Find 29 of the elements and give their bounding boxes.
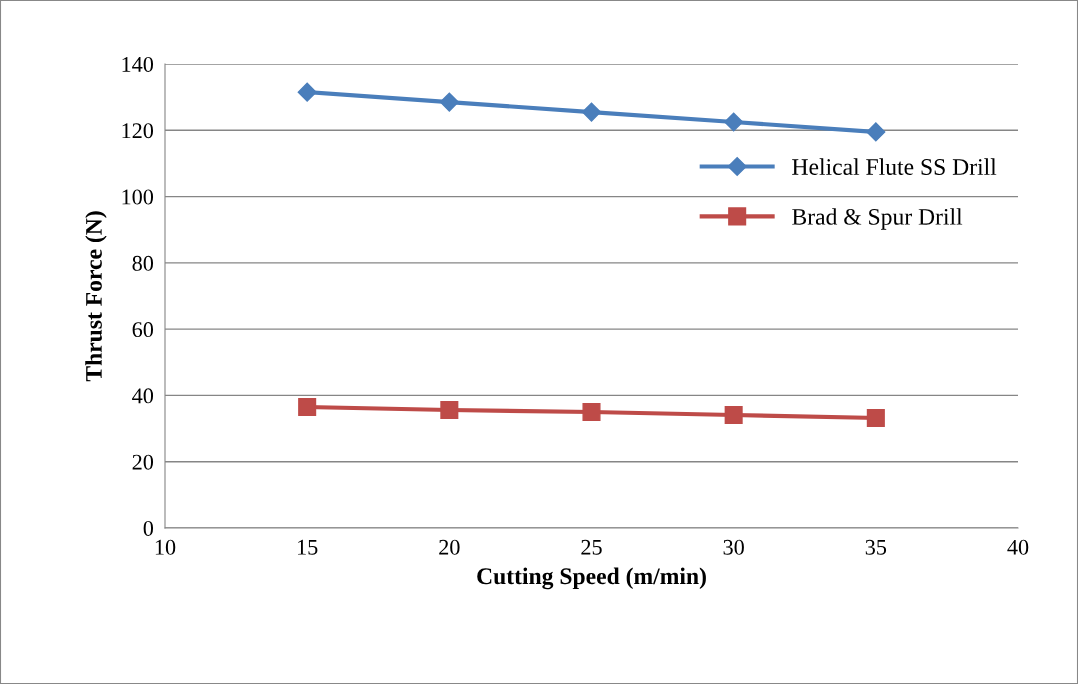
x-tick-label: 20: [439, 539, 460, 555]
y-tick-label: 100: [122, 189, 154, 205]
x-tick-label: 40: [1007, 539, 1029, 555]
y-tick-label: 80: [132, 255, 154, 271]
y-tick-label: 40: [132, 388, 154, 404]
x-tick-label: 35: [865, 539, 887, 555]
point: [440, 400, 459, 420]
point: [724, 405, 743, 425]
point: [298, 398, 317, 417]
x-tick-label: 15: [298, 539, 318, 555]
x-tick-label: 30: [723, 539, 744, 555]
x-tick-label: 10: [155, 539, 176, 555]
y-tick-label: 140: [122, 56, 154, 72]
y-tick-label: 20: [132, 454, 154, 470]
point: [297, 82, 317, 102]
point: [581, 102, 602, 122]
y-tick-label: 120: [122, 123, 154, 139]
x-tick-label: 25: [581, 539, 602, 555]
y-tick-label: 60: [132, 322, 154, 338]
y-tick-label: 0: [143, 520, 154, 536]
x-axis-title: Cutting Speed (m/min): [477, 567, 706, 590]
y-axis-title: Thrust Force (N): [85, 211, 107, 382]
point: [582, 402, 601, 422]
point: [866, 408, 885, 427]
point: [866, 122, 886, 142]
legend-label: Helical Flute SS Drill: [792, 158, 997, 175]
point: [724, 112, 744, 132]
legend-label: Brad & Spur Drill: [792, 208, 963, 230]
point: [439, 92, 459, 112]
